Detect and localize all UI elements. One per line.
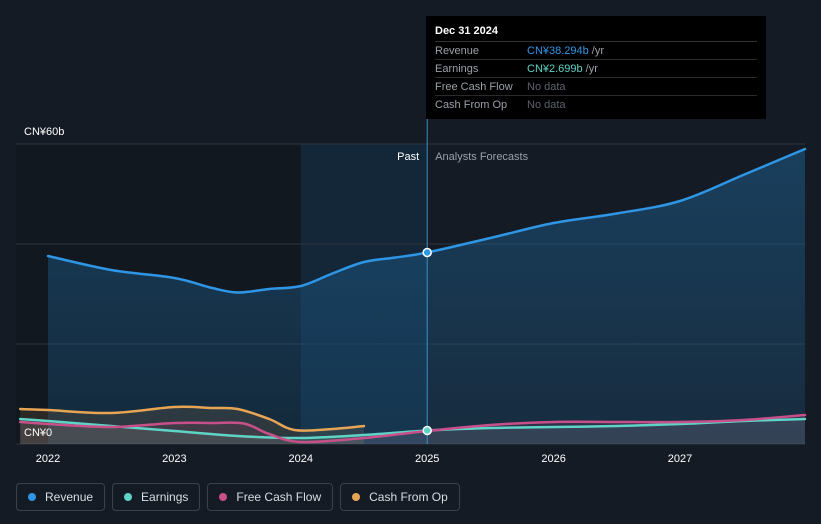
- cash-from-op-area: [20, 406, 364, 444]
- tooltip-date: Dec 31 2024: [435, 25, 757, 42]
- tooltip-label: Earnings: [435, 62, 479, 75]
- legend-label: Revenue: [45, 490, 94, 504]
- tooltip-unit: /yr: [591, 44, 605, 57]
- x-tick-label: 2025: [415, 453, 439, 465]
- legend-item-earnings[interactable]: Earnings: [112, 483, 201, 511]
- y-tick-label: CN¥60b: [24, 126, 64, 138]
- x-tick-label: 2026: [541, 453, 565, 465]
- tooltip-label: Free Cash Flow: [435, 80, 513, 93]
- x-tick-label: 2027: [668, 453, 692, 465]
- tooltip: Dec 31 2024 Revenue CN¥38.294b /yr Earni…: [426, 16, 766, 119]
- x-tick-label: 2024: [289, 453, 313, 465]
- tooltip-label: Cash From Op: [435, 98, 508, 111]
- tooltip-value: No data: [527, 80, 566, 93]
- legend-label: Free Cash Flow: [236, 490, 322, 504]
- x-tick-label: 2022: [36, 453, 60, 465]
- legend-item-cash-from-op[interactable]: Cash From Op: [340, 483, 460, 511]
- past-label: Past: [397, 151, 419, 163]
- legend-dot-icon: [28, 493, 36, 501]
- revenue-area: [48, 149, 805, 444]
- revenue-line: [46, 147, 807, 294]
- legend: Revenue Earnings Free Cash Flow Cash Fro…: [16, 483, 460, 511]
- free-cash-flow-line: [18, 413, 807, 444]
- tooltip-value: CN¥38.294b: [527, 44, 589, 57]
- tooltip-row-cash-from-op: Cash From Op No data: [435, 96, 757, 113]
- tooltip-row-earnings: Earnings CN¥2.699b /yr: [435, 60, 757, 78]
- legend-dot-icon: [219, 493, 228, 501]
- tooltip-value: No data: [527, 98, 566, 111]
- x-tick-label: 2023: [162, 453, 186, 465]
- legend-dot-icon: [352, 493, 361, 501]
- tooltip-row-revenue: Revenue CN¥38.294b /yr: [435, 42, 757, 60]
- forecast-label: Analysts Forecasts: [435, 151, 528, 163]
- legend-label: Cash From Op: [369, 490, 448, 504]
- legend-dot-icon: [124, 493, 133, 501]
- legend-item-revenue[interactable]: Revenue: [16, 483, 106, 511]
- cash-from-op-line: [18, 405, 366, 432]
- legend-label: Earnings: [141, 490, 189, 504]
- earnings-marker: [422, 425, 432, 436]
- tooltip-value: CN¥2.699b: [527, 62, 583, 75]
- tooltip-row-free-cash-flow: Free Cash Flow No data: [435, 78, 757, 96]
- y-tick-label: CN¥0: [24, 427, 52, 439]
- revenue-marker: [422, 247, 432, 258]
- tooltip-label: Revenue: [435, 44, 480, 57]
- legend-item-free-cash-flow[interactable]: Free Cash Flow: [207, 483, 334, 511]
- tooltip-unit: /yr: [585, 62, 598, 75]
